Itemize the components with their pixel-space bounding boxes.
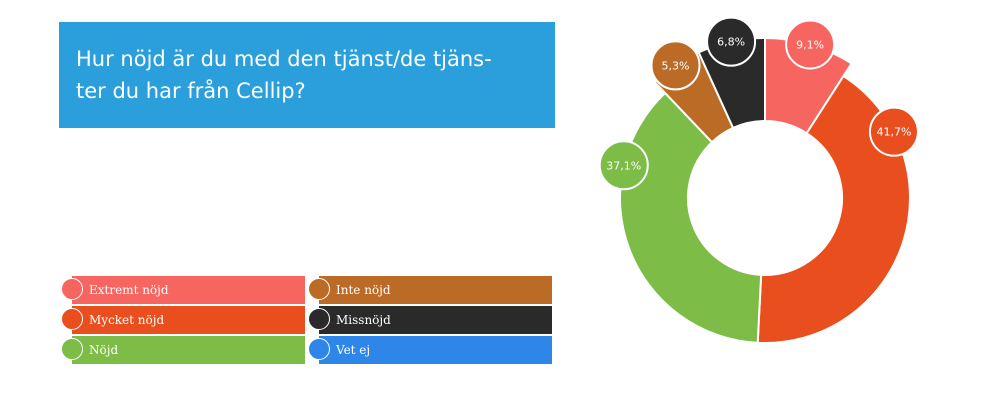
data-label-text: 9,1% <box>796 38 824 51</box>
data-label-bubble <box>785 19 836 70</box>
legend-dot <box>61 278 83 300</box>
legend-item: Mycket nöjd <box>61 306 305 334</box>
data-label-text: 41,7% <box>876 126 911 139</box>
chart-legend: Extremt nöjd Mycket nöjd Nöjd Inte nöjd Miss… <box>61 276 552 365</box>
legend-item: Vet ej <box>308 336 552 364</box>
data-label: 41,7% <box>868 106 919 157</box>
legend-dot <box>61 308 83 330</box>
legend-dot <box>308 308 330 330</box>
legend-item: Extremt nöjd <box>61 276 305 304</box>
legend-label: Inte nöjd <box>336 283 391 297</box>
donut-slice <box>619 91 763 344</box>
legend-bar <box>72 336 305 364</box>
data-label-bubble <box>706 16 757 67</box>
legend-label: Mycket nöjd <box>89 313 165 327</box>
data-label: 9,1% <box>785 19 836 70</box>
data-label-bubble <box>868 106 919 157</box>
legend-label: Extremt nöjd <box>89 283 169 297</box>
data-label-text: 37,1% <box>606 159 641 172</box>
legend-label: Vet ej <box>336 343 371 357</box>
data-label-text: 6,8% <box>717 36 745 49</box>
chart-title-line-1: Hur nöjd är du med den tjänst/de tjäns- <box>76 47 492 71</box>
legend-item: Inte nöjd <box>308 276 552 304</box>
data-label-text: 5,3% <box>662 59 690 72</box>
legend-bar <box>72 306 305 334</box>
legend-label: Nöjd <box>89 343 119 357</box>
legend-item: Missnöjd <box>308 306 552 334</box>
donut-chart: 9,1% 41,7% 37,1% 5,3% 6,8% <box>560 0 980 400</box>
legend-bar <box>72 276 305 304</box>
legend-dot <box>308 338 330 360</box>
chart-title: Hur nöjd är du med den tjänst/de tjäns- … <box>76 43 541 107</box>
donut-chart-svg: 9,1% 41,7% 37,1% 5,3% 6,8% <box>598 16 919 344</box>
chart-title-line-2: ter du har från Cellip? <box>76 79 306 103</box>
legend-label: Missnöjd <box>336 313 391 327</box>
legend-bar <box>319 276 552 304</box>
legend-bar <box>319 306 552 334</box>
legend-dot <box>308 278 330 300</box>
legend-item: Nöjd <box>61 336 305 364</box>
legend-dot <box>61 338 83 360</box>
data-label-bubble <box>598 140 649 191</box>
data-label: 5,3% <box>650 40 701 91</box>
legend-bar <box>319 336 552 364</box>
data-label: 37,1% <box>598 140 649 191</box>
chart-title-box: Hur nöjd är du med den tjänst/de tjäns- … <box>59 22 555 128</box>
data-label-bubble <box>650 40 701 91</box>
data-label: 6,8% <box>706 16 757 67</box>
